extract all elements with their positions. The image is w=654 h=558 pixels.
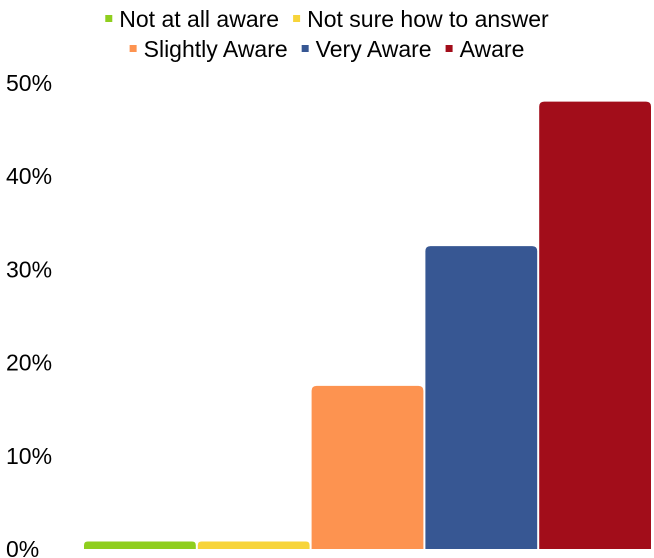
legend-marker-very-aware: [301, 45, 309, 52]
legend-label-slightly-aware: Slightly Aware: [144, 36, 288, 62]
y-tick-label-2: 20%: [6, 350, 52, 376]
bars: [84, 101, 651, 549]
bar-slightly-aware: [311, 385, 424, 549]
bar-not-sure-how-to-answer: [197, 541, 310, 549]
legend-item-slightly-aware: Slightly Aware: [129, 36, 288, 62]
legend-item-not-at-all-aware: Not at all aware: [105, 6, 279, 32]
legend-item-aware: Aware: [445, 36, 525, 62]
y-tick-label-5: 50%: [6, 70, 52, 96]
bar-very-aware: [425, 246, 538, 549]
bar-aware: [539, 101, 651, 549]
legend-label-very-aware: Very Aware: [316, 36, 432, 62]
legend-item-not-sure-how-to-answer: Not sure how to answer: [293, 6, 549, 32]
legend-marker-not-at-all-aware: [105, 15, 113, 22]
legend-marker-slightly-aware: [129, 45, 137, 52]
y-axis: 0% 10% 20% 30% 40% 50%: [6, 70, 52, 558]
y-tick-label-0: 0%: [6, 536, 39, 558]
legend: Not at all aware Not sure how to answer Sl…: [105, 6, 549, 62]
legend-item-very-aware: Very Aware: [301, 36, 432, 62]
y-tick-label-4: 40%: [6, 163, 52, 189]
legend-label-aware: Aware: [460, 36, 525, 62]
y-tick-label-1: 10%: [6, 443, 52, 469]
legend-label-not-at-all-aware: Not at all aware: [119, 6, 279, 32]
bar-not-at-all-aware: [84, 541, 196, 549]
legend-marker-not-sure-how-to-answer: [293, 15, 301, 22]
y-tick-label-3: 30%: [6, 256, 52, 282]
legend-marker-aware: [445, 45, 453, 52]
legend-label-not-sure-how-to-answer: Not sure how to answer: [307, 6, 549, 32]
